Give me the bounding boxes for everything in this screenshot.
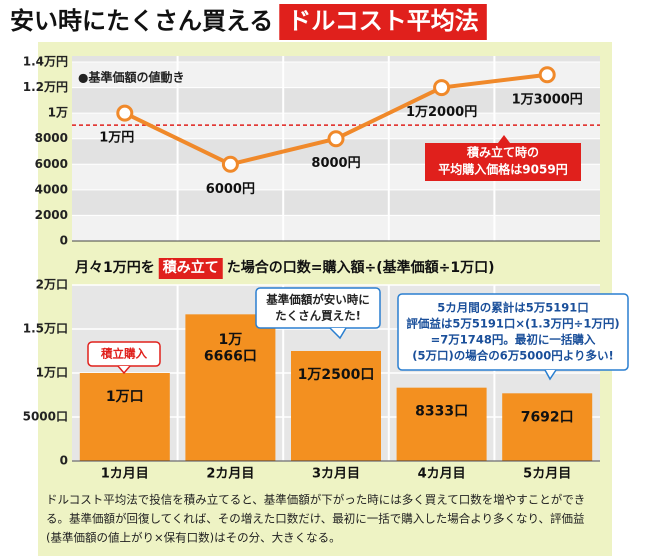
bar [79,373,170,461]
heading-highlight: 積み立て [162,259,219,276]
y-tick-label: 1.2万円 [23,80,68,94]
value-label: 1万円 [99,131,134,146]
y-tick-label: 5000口 [23,410,68,424]
value-label: 7692口 [521,409,574,425]
y-tick-label: 1万口 [36,366,68,380]
y-tick-label: 8000 [35,131,68,145]
price-point [433,79,451,97]
y-tick-label: 1.5万口 [23,322,68,336]
y-tick-label: 2000 [35,208,68,222]
callout-text: =7万1748円。最初に一括購入 [431,333,596,347]
value-label: 8333口 [415,404,468,420]
title-highlight-box [279,4,487,40]
callout-text: 基準価額が安い時に [265,293,370,307]
grid-band [72,215,600,241]
callout-text: 評価益は5万5191口×(1.3万円÷1万円) [406,317,619,331]
heading: 月々1万円を [74,260,155,276]
value-label: 1万 6666口 [204,332,257,365]
x-tick-label: 5カ月目 [523,467,571,482]
footnote: (基準価額の値上がり×保有口数)はその分、大きくなる。 [46,531,341,545]
price-point [221,155,239,173]
value-label: 6000円 [206,182,255,197]
footnote: ドルコスト平均法で投信を積み立てると、基準価額が下がった時には多く買えて口数を増… [46,493,585,507]
value-label: 1万2000円 [406,105,477,120]
value-label: 8000円 [311,156,360,171]
y-tick-label: 6000 [35,157,68,171]
grid-band [72,62,600,88]
y-tick-label: 1.4万円 [23,55,68,69]
x-tick-label: 4カ月目 [418,467,466,482]
price-point [327,130,345,148]
callout-text: 5カ月間の累計は5万5191口 [437,301,589,315]
callout-text: 積立購入 [100,347,147,361]
x-tick-label: 3カ月目 [312,467,360,482]
annotation-box [425,143,581,181]
annotation-text: 平均購入価格は9059円 [438,162,567,177]
bar [396,387,487,461]
annotation-pointer [498,135,510,143]
bar [185,314,276,461]
bar [502,393,593,461]
title-highlight: ドルコスト平均法 [287,7,479,35]
callout-box [397,293,629,371]
x-tick-label: 2カ月目 [206,467,254,482]
y-tick-label: 2万口 [36,278,68,292]
y-tick-label: 0 [60,234,68,248]
title: 安い時にたくさん買える [10,7,273,35]
price-point [116,104,134,122]
y-tick-label: 4000 [35,182,68,196]
y-tick-label: 0 [60,454,68,468]
callout-box [255,287,381,329]
callout-text: (5万口)の場合の6万5000円より多い! [412,349,614,363]
heading: た場合の口数=購入額÷(基準価額÷1万口) [227,259,495,276]
price-point [538,66,556,84]
bar [291,351,381,461]
value-label: 1万2500口 [298,367,375,383]
x-tick-label: 1カ月目 [101,467,149,482]
callout-pointer [544,369,557,381]
legend-label: ●基準価額の値動き [78,70,184,85]
value-label: 1万口 [106,389,144,405]
heading-highlight-box [158,258,223,279]
callout-pointer [117,365,131,375]
y-tick-label: 1万 [48,106,68,120]
callout-text: たくさん買えた! [275,309,361,323]
value-label: 1万3000円 [512,92,583,107]
callout-pointer [329,327,347,340]
annotation-text: 積み立て時の [466,145,539,160]
footnote: る。基準価額が回復してくれば、その増えた口数だけ、最初に一括で購入した場合より多… [46,512,585,526]
